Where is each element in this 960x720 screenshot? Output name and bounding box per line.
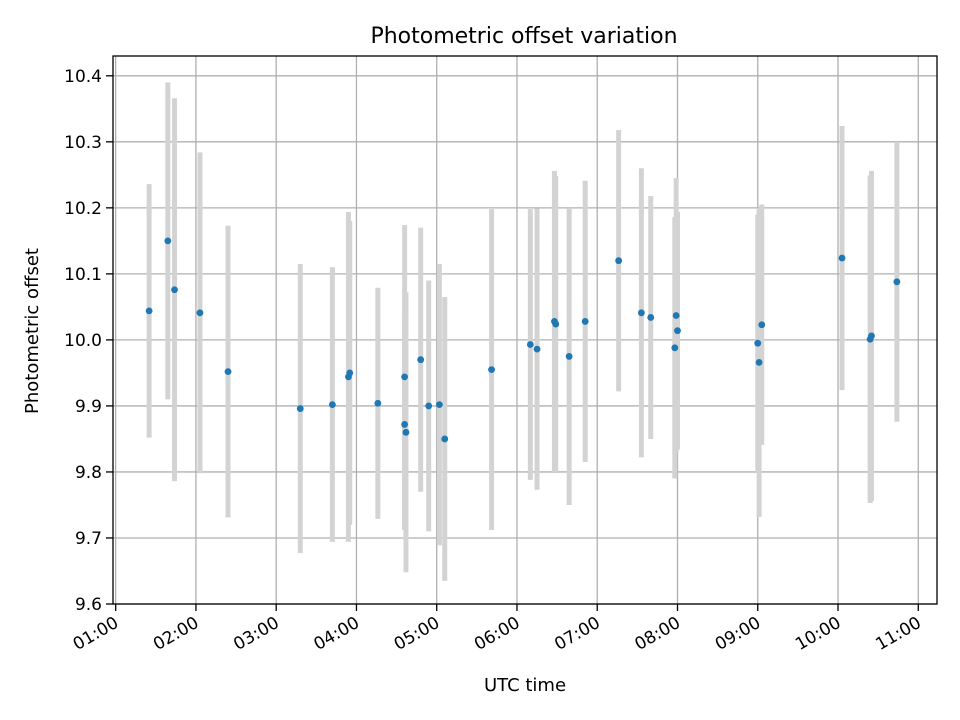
y-tick-label: 9.7 (75, 529, 102, 549)
data-point (171, 286, 178, 294)
data-point (672, 312, 680, 319)
data-point (533, 345, 541, 353)
data-point (868, 332, 875, 340)
data-point (145, 307, 153, 315)
data-point (552, 320, 560, 328)
data-point (296, 405, 304, 412)
y-tick-label: 10.1 (64, 265, 102, 285)
plot-frame (112, 55, 938, 605)
chart-title: Photometric offset variation (370, 24, 677, 49)
data-point (374, 399, 382, 407)
y-tick-label: 10.2 (64, 199, 102, 219)
y-tick-label: 9.6 (75, 595, 102, 615)
y-tick-label: 9.9 (75, 397, 102, 417)
data-point (164, 237, 172, 245)
data-point (441, 435, 449, 443)
data-point (838, 254, 846, 262)
y-tick-label: 10.4 (64, 67, 102, 87)
data-point (488, 366, 495, 374)
data-point (402, 428, 410, 436)
data-point (758, 321, 766, 329)
y-tick-label: 10.0 (64, 331, 102, 351)
data-point (755, 358, 763, 366)
data-point (893, 278, 901, 286)
data-point (401, 421, 409, 428)
data-point (328, 401, 336, 409)
y-tick-label: 9.8 (75, 463, 102, 483)
data-point (647, 314, 655, 321)
data-point (346, 369, 354, 377)
data-point (425, 402, 433, 410)
data-point (581, 318, 589, 325)
data-point (401, 373, 409, 381)
y-tick-label: 10.3 (64, 133, 102, 153)
data-point (674, 327, 681, 335)
x-axis-label: UTC time (484, 675, 566, 696)
y-axis-ticks: 9.6 9.7 9.8 9.9 10.0 10.1 10.2 10.3 10.4 (64, 67, 113, 615)
data-point (196, 309, 204, 317)
data-point (224, 368, 232, 375)
data-point (565, 353, 573, 360)
data-point (754, 339, 762, 347)
data-point (637, 309, 645, 317)
data-point (435, 401, 443, 409)
data-point (671, 344, 679, 352)
data-point (417, 356, 425, 364)
y-axis-label: Photometric offset (22, 248, 43, 414)
data-point (526, 341, 534, 348)
data-point (615, 257, 623, 265)
data-points (145, 237, 901, 443)
